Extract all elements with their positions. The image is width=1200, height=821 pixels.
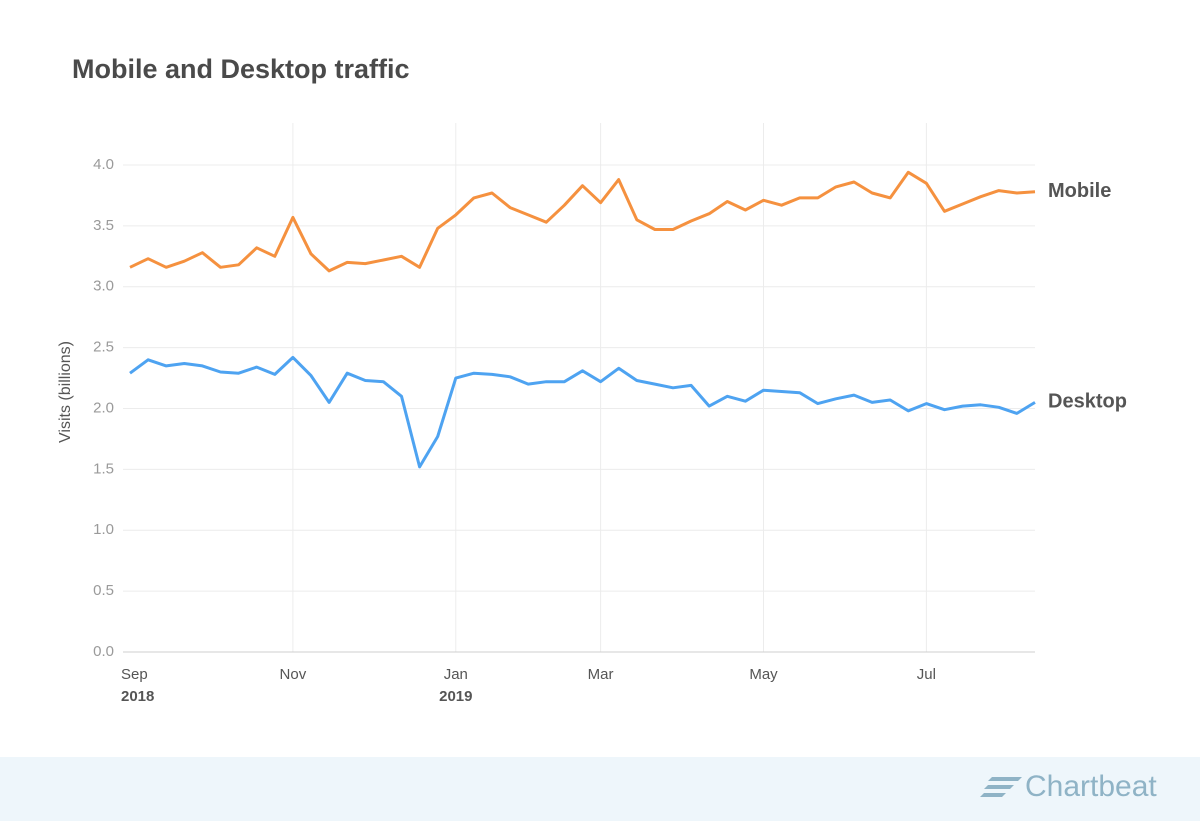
brand: Chartbeat xyxy=(1025,770,1157,803)
y-tick-label: 3.5 xyxy=(93,217,114,234)
series-label: Desktop xyxy=(1048,391,1127,413)
x-year-label: 2019 xyxy=(439,688,472,705)
logo-icon xyxy=(980,777,1022,797)
y-tick-label: 4.0 xyxy=(93,156,114,173)
x-tick-label: Sep xyxy=(121,666,148,683)
x-tick-label: Nov xyxy=(280,666,307,683)
y-axis-label: Visits (billions) xyxy=(57,341,74,443)
x-tick-label: Jul xyxy=(917,666,936,683)
x-tick-label: Jan xyxy=(444,666,468,683)
y-tick-label: 2.5 xyxy=(93,339,114,356)
x-tick-label: Mar xyxy=(588,666,614,683)
y-tick-label: 0.0 xyxy=(93,643,114,660)
y-tick-label: 1.5 xyxy=(93,460,114,477)
chart-title: Mobile and Desktop traffic xyxy=(72,54,410,84)
y-tick-label: 0.5 xyxy=(93,582,114,599)
x-tick-label: May xyxy=(749,666,778,683)
x-year-label: 2018 xyxy=(121,688,154,705)
y-tick-label: 2.0 xyxy=(93,399,114,416)
footer-band xyxy=(0,757,1200,821)
series-line xyxy=(129,355,1036,469)
y-tick-label: 1.0 xyxy=(93,521,114,538)
series-label: Mobile xyxy=(1048,180,1111,202)
y-tick-label: 3.0 xyxy=(93,278,114,295)
series-line xyxy=(129,170,1036,273)
